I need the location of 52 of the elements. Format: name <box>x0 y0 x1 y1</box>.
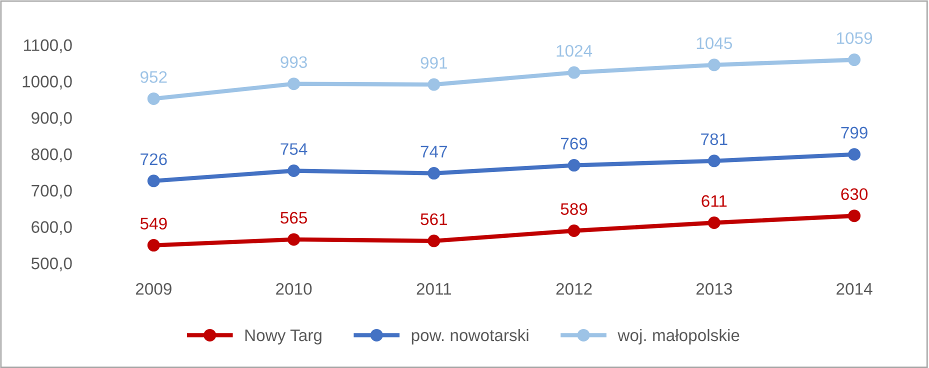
point <box>147 239 160 252</box>
point <box>428 78 440 91</box>
x-tick-label: 2009 <box>136 283 172 295</box>
data-label: 991 <box>420 56 448 69</box>
data-label: 589 <box>560 203 588 215</box>
y-tick-label: 1000,0 <box>22 76 72 90</box>
data-label: 747 <box>420 146 447 158</box>
data-label: 952 <box>140 71 167 83</box>
y-tick-label: 1100,0 <box>24 39 72 54</box>
x-tick-label: 2010 <box>276 283 312 295</box>
legend-label: pow. nowotarski <box>412 328 528 344</box>
point <box>848 148 861 161</box>
point <box>848 54 861 66</box>
point <box>147 174 160 188</box>
data-label: 565 <box>280 212 308 224</box>
data-label: 611 <box>702 195 727 207</box>
point <box>288 164 300 177</box>
point <box>288 78 300 90</box>
data-label: 630 <box>841 188 868 200</box>
legend-label: Nowy Targ <box>245 330 322 344</box>
point <box>708 58 720 72</box>
data-label: 1045 <box>696 37 732 50</box>
data-label: 726 <box>140 153 167 166</box>
x-tick-label: 2013 <box>696 283 732 295</box>
y-tick-label: 700,0 <box>32 184 72 199</box>
point <box>568 66 580 79</box>
x-tick-label: 2012 <box>556 283 592 295</box>
point <box>708 216 720 229</box>
data-label: 993 <box>280 56 307 68</box>
data-label: 561 <box>420 213 448 226</box>
y-tick-label: 500,0 <box>31 258 72 272</box>
data-label: 549 <box>140 218 167 230</box>
data-label: 799 <box>841 126 868 139</box>
data-label: 769 <box>560 138 588 150</box>
data-label: 754 <box>280 143 308 155</box>
point <box>428 234 440 248</box>
y-tick-label: 900,0 <box>32 112 72 126</box>
y-tick-label: 600,0 <box>32 221 72 235</box>
data-label: 781 <box>701 133 728 146</box>
point <box>568 224 580 237</box>
x-tick-label: 2011 <box>416 283 452 295</box>
point <box>848 210 861 222</box>
point <box>708 154 720 168</box>
data-label: 1059 <box>837 32 872 44</box>
y-tick-label: 800,0 <box>32 148 72 162</box>
point <box>568 159 580 172</box>
data-label: 1024 <box>556 44 592 57</box>
x-tick-label: 2014 <box>836 283 872 295</box>
legend-label: woj. małopolskie <box>618 328 740 344</box>
point <box>147 92 160 105</box>
point <box>428 167 440 180</box>
point <box>288 233 300 246</box>
